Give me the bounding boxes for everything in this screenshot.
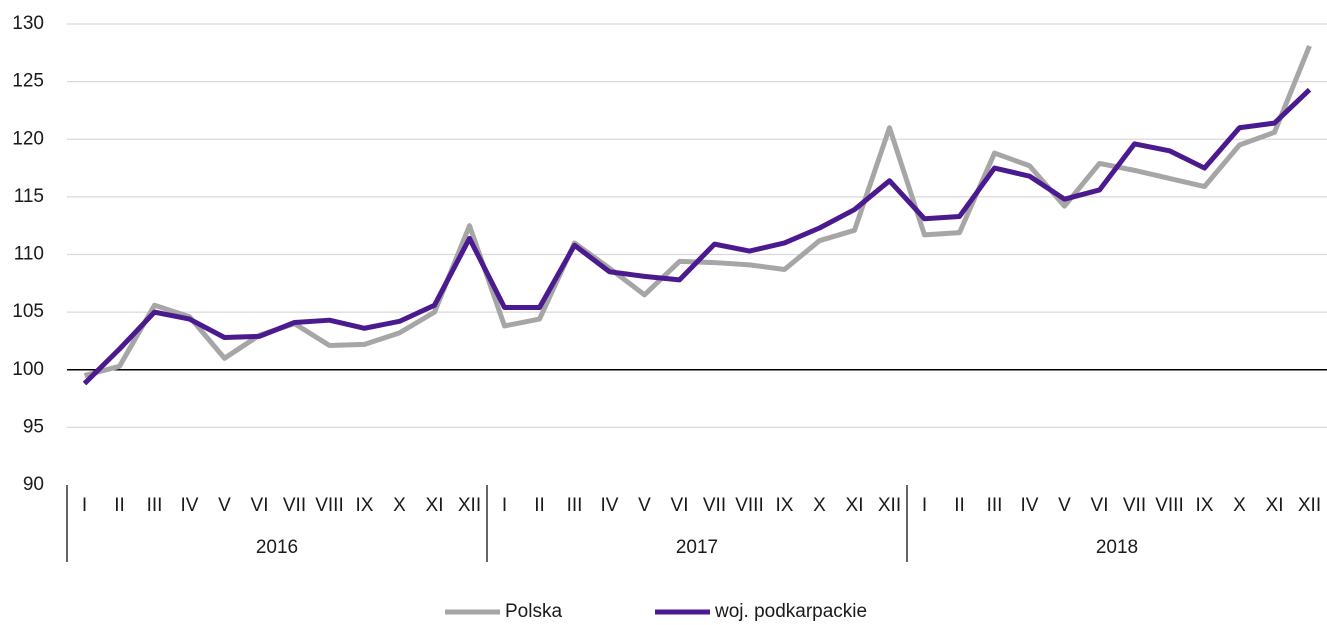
y-tick-label: 110	[14, 244, 44, 265]
y-tick-label: 130	[12, 13, 44, 34]
x-tick-label: XII	[1298, 495, 1321, 516]
series-line	[82, 87, 1312, 386]
year-label: 2017	[676, 537, 718, 558]
x-tick-label: VIII	[315, 495, 344, 516]
x-tick-label: VI	[251, 495, 269, 516]
x-tick-label: I	[922, 495, 927, 516]
x-tick-label: V	[1058, 495, 1071, 516]
x-tick-label: V	[218, 495, 231, 516]
x-tick-label: I	[82, 495, 87, 516]
y-tick-label: 100	[12, 359, 44, 380]
x-tick-label: II	[534, 495, 545, 516]
x-tick-label: III	[987, 495, 1003, 516]
x-tick-label: IX	[776, 495, 794, 516]
x-tick-label: II	[954, 495, 965, 516]
x-tick-label: V	[638, 495, 651, 516]
legend-label: woj. podkarpackie	[714, 601, 867, 622]
x-tick-label: III	[147, 495, 163, 516]
x-tick-label: IX	[1196, 495, 1214, 516]
x-tick-label: XI	[1266, 495, 1284, 516]
x-tick-label: X	[393, 495, 406, 516]
y-tick-label: 125	[12, 71, 44, 92]
y-tick-label: 90	[23, 474, 44, 495]
x-tick-label: IV	[1021, 495, 1039, 516]
x-tick-label: XI	[846, 495, 864, 516]
x-tick-label: XII	[458, 495, 481, 516]
x-tick-label: VIII	[735, 495, 764, 516]
year-label: 2016	[256, 537, 298, 558]
legend-label: Polska	[505, 601, 562, 622]
x-tick-label: VII	[703, 495, 726, 516]
x-tick-label: XI	[426, 495, 444, 516]
year-label: 2018	[1096, 537, 1138, 558]
x-tick-label: VI	[671, 495, 689, 516]
y-tick-label: 120	[12, 128, 44, 149]
x-tick-label: VIII	[1155, 495, 1184, 516]
y-tick-label: 95	[23, 416, 44, 437]
x-tick-label: X	[1233, 495, 1246, 516]
x-tick-label: XII	[878, 495, 901, 516]
x-tick-label: I	[502, 495, 507, 516]
x-tick-label: III	[567, 495, 583, 516]
x-tick-label: VII	[283, 495, 306, 516]
y-tick-label: 115	[14, 186, 44, 207]
x-tick-label: II	[114, 495, 125, 516]
x-tick-label: X	[813, 495, 826, 516]
series-line	[83, 44, 1312, 378]
x-tick-label: IV	[181, 495, 199, 516]
x-tick-label: IV	[601, 495, 619, 516]
x-tick-label: IX	[356, 495, 374, 516]
x-tick-label: VII	[1123, 495, 1146, 516]
y-tick-label: 105	[12, 301, 44, 322]
x-tick-label: VI	[1091, 495, 1109, 516]
